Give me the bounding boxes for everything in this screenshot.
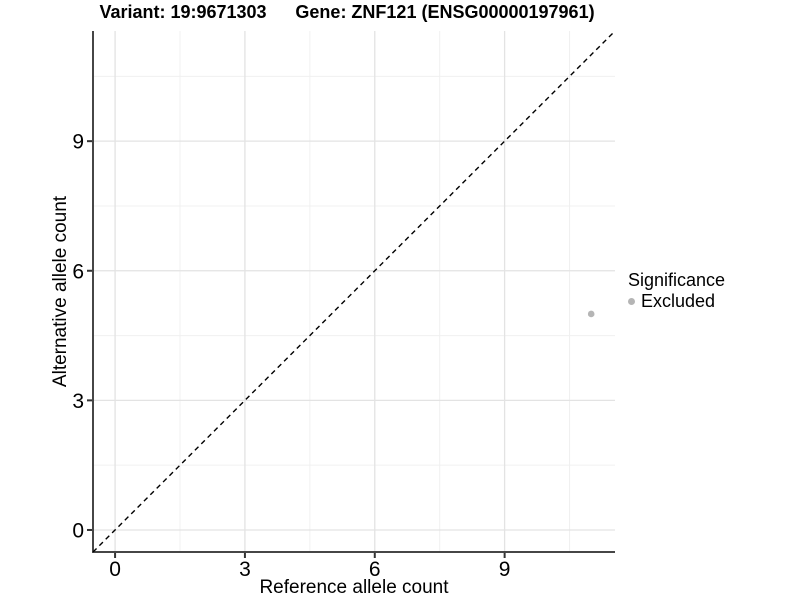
legend-item-label: Excluded [641,291,716,311]
identity-reference-line [92,30,616,553]
x-tick-label: 9 [499,558,511,581]
x-tick-label: 3 [239,558,251,581]
plot-title-variant: Variant: 19:9671303 [99,2,267,22]
x-tick-label: 6 [369,558,381,581]
axis-layer: 0 3 6 9 0 3 6 9 [72,31,615,581]
x-tick-label: 0 [109,558,121,581]
y-axis-title: Alternative allele count [50,195,71,387]
grid-layer [93,31,615,552]
y-tick-label: 3 [72,390,84,413]
legend: Significance Excluded [628,270,725,311]
plot-title-gene: Gene: ZNF121 (ENSG00000197961) [295,2,595,22]
data-point [587,310,595,318]
x-axis-title: Reference allele count [259,577,449,598]
legend-title: Significance [628,270,726,290]
y-tick-label: 9 [72,131,84,154]
legend-item-excluded: Excluded [628,291,725,311]
legend-point-icon [628,297,635,305]
y-tick-label: 0 [72,519,84,542]
y-tick-label: 6 [72,260,84,283]
data-layer [92,30,616,553]
